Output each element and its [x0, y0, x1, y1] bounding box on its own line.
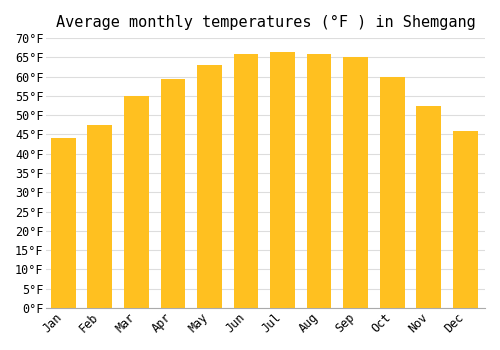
- Bar: [416, 106, 433, 308]
- Bar: [234, 54, 239, 308]
- Bar: [380, 77, 386, 308]
- Bar: [236, 54, 258, 308]
- Bar: [200, 65, 222, 308]
- Bar: [307, 54, 323, 308]
- Bar: [124, 96, 140, 308]
- Bar: [453, 131, 458, 308]
- Bar: [270, 51, 286, 308]
- Bar: [456, 131, 477, 308]
- Bar: [380, 77, 396, 308]
- Title: Average monthly temperatures (°F ) in Shemgang: Average monthly temperatures (°F ) in Sh…: [56, 15, 476, 30]
- Bar: [346, 57, 368, 308]
- Bar: [416, 106, 422, 308]
- Bar: [126, 96, 148, 308]
- Bar: [164, 79, 185, 308]
- Bar: [453, 131, 469, 308]
- Bar: [197, 65, 202, 308]
- Bar: [197, 65, 214, 308]
- Bar: [51, 138, 57, 308]
- Bar: [88, 125, 93, 308]
- Bar: [88, 125, 104, 308]
- Bar: [419, 106, 441, 308]
- Bar: [270, 51, 276, 308]
- Bar: [54, 138, 76, 308]
- Bar: [344, 57, 360, 308]
- Bar: [307, 54, 312, 308]
- Bar: [234, 54, 250, 308]
- Bar: [160, 79, 177, 308]
- Bar: [160, 79, 166, 308]
- Bar: [90, 125, 112, 308]
- Bar: [124, 96, 130, 308]
- Bar: [310, 54, 332, 308]
- Bar: [344, 57, 349, 308]
- Bar: [273, 51, 295, 308]
- Bar: [51, 138, 68, 308]
- Bar: [382, 77, 404, 308]
